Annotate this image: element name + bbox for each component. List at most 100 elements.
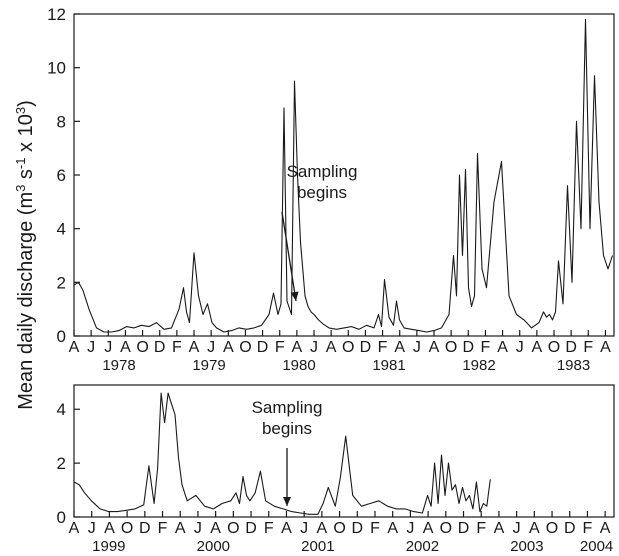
x-year-label: 2003 [510, 538, 543, 555]
x-month-label: D [139, 520, 151, 537]
x-month-label: A [423, 520, 434, 537]
x-month-label: A [189, 339, 200, 356]
y-tick-label: 4 [57, 400, 66, 419]
x-month-label: D [360, 339, 372, 356]
x-month-label: J [516, 339, 524, 356]
plot-frame [73, 384, 615, 518]
x-month-label: J [413, 339, 421, 356]
x-month-label: A [175, 520, 186, 537]
x-month-label: O [333, 520, 345, 537]
annotation-text: begins [297, 183, 347, 202]
x-month-label: A [532, 339, 543, 356]
x-month-label: F [481, 339, 491, 356]
x-month-label: A [326, 339, 337, 356]
x-month-label: D [351, 520, 363, 537]
x-month-label: F [378, 339, 388, 356]
x-month-label: A [69, 520, 80, 537]
x-month-label: J [207, 339, 215, 356]
x-month-label: J [300, 520, 308, 537]
x-year-label: 1978 [102, 357, 135, 374]
y-axis-label-part: s [15, 169, 37, 185]
x-month-label: A [210, 520, 221, 537]
x-month-label: J [310, 339, 318, 356]
x-month-label: A [600, 520, 611, 537]
x-year-label: 1983 [557, 357, 590, 374]
y-tick-label: 2 [57, 454, 66, 473]
y-axis-label-part: x 10 [15, 114, 37, 157]
x-month-label: A [494, 520, 505, 537]
x-year-label: 2000 [197, 538, 230, 555]
x-month-label: D [565, 339, 577, 356]
x-month-label: A [394, 339, 405, 356]
x-month-label: A [497, 339, 508, 356]
x-month-label: J [88, 520, 96, 537]
x-month-label: A [104, 520, 115, 537]
x-month-label: F [264, 520, 274, 537]
y-tick-label: 2 [57, 273, 66, 292]
x-month-label: J [513, 520, 521, 537]
y-axis-label-sup: -1 [13, 158, 28, 170]
x-month-label: J [104, 339, 112, 356]
x-month-label: D [564, 520, 576, 537]
discharge-series-line [73, 18, 614, 333]
x-month-label: F [275, 339, 285, 356]
x-month-label: A [600, 339, 611, 356]
y-tick-label: 12 [47, 5, 66, 24]
x-month-label: F [158, 520, 168, 537]
x-year-label: 2001 [301, 538, 334, 555]
x-month-label: F [476, 520, 486, 537]
y-tick-label: 0 [57, 508, 66, 527]
x-month-label: F [172, 339, 182, 356]
x-year-label: 2002 [406, 538, 439, 555]
x-month-label: A [120, 339, 131, 356]
x-year-label: 2004 [580, 538, 613, 555]
x-month-label: D [463, 339, 475, 356]
x-month-label: O [121, 520, 133, 537]
x-month-label: O [445, 339, 457, 356]
x-month-label: A [69, 339, 80, 356]
x-month-label: J [406, 520, 414, 537]
x-month-label: A [281, 520, 292, 537]
annotation-arrow-shaft [281, 211, 297, 302]
x-month-label: A [223, 339, 234, 356]
annotation-text: Sampling [252, 398, 323, 417]
x-month-label: A [429, 339, 440, 356]
discharge-series-line [73, 392, 491, 515]
x-month-label: J [194, 520, 202, 537]
x-year-label: 1982 [462, 357, 495, 374]
annotation-arrow-head [283, 497, 291, 506]
annotation-arrow-head [290, 291, 299, 301]
x-month-label: O [548, 339, 560, 356]
x-year-label: 1980 [282, 357, 315, 374]
x-month-label: J [87, 339, 95, 356]
x-year-label: 1979 [192, 357, 225, 374]
y-tick-label: 8 [57, 112, 66, 131]
y-axis-label-sup: 3 [13, 107, 28, 114]
x-month-label: A [529, 520, 540, 537]
x-year-label: 1981 [372, 357, 405, 374]
y-axis-label: Mean daily discharge (m3 s-1 x 103) [13, 100, 38, 410]
x-month-label: A [387, 520, 398, 537]
y-tick-label: 0 [57, 327, 66, 346]
x-month-label: D [245, 520, 257, 537]
y-axis-label-sup: 3 [13, 185, 28, 192]
x-month-label: F [583, 520, 593, 537]
x-month-label: O [546, 520, 558, 537]
x-month-label: D [154, 339, 166, 356]
x-month-label: O [342, 339, 354, 356]
annotation-text: begins [262, 419, 312, 438]
x-month-label: A [317, 520, 328, 537]
x-month-label: O [136, 339, 148, 356]
x-month-label: F [370, 520, 380, 537]
y-tick-label: 10 [47, 59, 66, 78]
y-axis-label-part: ) [15, 100, 37, 107]
x-month-label: O [440, 520, 452, 537]
y-tick-label: 4 [57, 220, 66, 239]
x-month-label: A [292, 339, 303, 356]
x-year-label: 1999 [92, 538, 125, 555]
x-month-label: F [583, 339, 593, 356]
y-axis-label-part: Mean daily discharge (m [15, 192, 37, 410]
